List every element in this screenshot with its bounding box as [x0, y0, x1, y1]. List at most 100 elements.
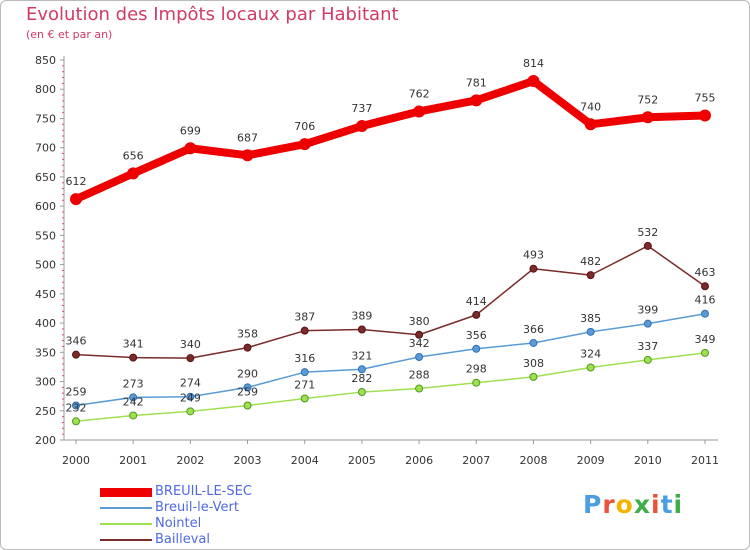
- data-point: [472, 344, 481, 353]
- data-point: [701, 282, 709, 291]
- x-tick-label: 2011: [691, 454, 719, 467]
- data-label: 416: [695, 294, 716, 307]
- data-point: [470, 94, 483, 107]
- data-point: [300, 394, 309, 403]
- data-label: 356: [466, 329, 487, 342]
- data-label: 290: [237, 367, 258, 380]
- y-tick-label: 800: [35, 83, 56, 96]
- data-label: 387: [294, 311, 315, 324]
- data-label: 358: [237, 328, 258, 341]
- data-label: 463: [695, 266, 716, 279]
- series-line-breuil-le-vert: [75, 312, 706, 407]
- y-tick-label: 550: [35, 229, 56, 242]
- data-point: [298, 138, 311, 151]
- data-point: [357, 388, 366, 397]
- x-tick-label: 2007: [462, 454, 490, 467]
- data-point: [699, 109, 711, 122]
- data-label: 482: [580, 255, 601, 268]
- data-point: [243, 343, 252, 352]
- y-tick-label: 750: [35, 112, 56, 125]
- data-point: [300, 326, 309, 335]
- y-tick-label: 600: [35, 200, 56, 213]
- data-point: [584, 118, 597, 131]
- data-point: [586, 363, 595, 372]
- data-label: 273: [123, 377, 144, 390]
- data-label: 271: [294, 378, 315, 391]
- data-point: [472, 378, 481, 387]
- data-point: [529, 372, 538, 381]
- axes: 200 250 300 350 400 450 500 550 600 650 700 750 800 8…: [35, 54, 719, 467]
- data-label: 249: [180, 391, 201, 404]
- y-tick-label: 250: [35, 405, 56, 418]
- x-tick-label: 2003: [234, 454, 262, 467]
- data-point: [529, 264, 538, 273]
- data-point: [241, 149, 254, 162]
- data-label: 389: [351, 310, 372, 323]
- chart-subtitle: (en € et par an): [26, 28, 113, 41]
- data-label: 814: [523, 57, 544, 70]
- data-label: 341: [123, 338, 144, 351]
- data-point: [129, 353, 138, 362]
- data-point: [357, 325, 366, 334]
- data-label: 399: [637, 304, 658, 317]
- data-label: 298: [466, 363, 487, 376]
- data-point: [641, 111, 654, 124]
- x-tick-label: 2006: [405, 454, 433, 467]
- series-lines: [70, 75, 711, 426]
- data-label: 752: [637, 93, 658, 106]
- data-label: 232: [66, 401, 87, 414]
- data-label: 380: [409, 315, 430, 328]
- data-point: [643, 241, 652, 250]
- data-point: [186, 392, 195, 401]
- data-label: 324: [580, 348, 601, 361]
- data-point: [643, 319, 652, 328]
- data-label: 316: [294, 352, 315, 365]
- legend-swatch: [100, 487, 152, 497]
- data-point: [70, 193, 82, 206]
- legend-swatch: [100, 507, 152, 509]
- data-label: 414: [466, 295, 487, 308]
- x-tick-label: 2001: [119, 454, 147, 467]
- data-label: 532: [637, 226, 658, 239]
- y-tick-label: 300: [35, 376, 56, 389]
- logo-letter: t: [660, 490, 674, 519]
- data-labels: 346 341 340 358 387 389 380 414 493 482 532 463 232 2…: [66, 57, 716, 414]
- data-point: [72, 401, 80, 410]
- chart-title: Evolution des Impôts locaux par Habitant: [26, 4, 399, 25]
- data-point: [357, 365, 366, 374]
- data-point: [701, 348, 709, 357]
- data-point: [415, 352, 424, 361]
- data-point: [413, 105, 426, 118]
- data-label: 349: [695, 333, 716, 346]
- logo-letter: P: [583, 490, 603, 519]
- data-point: [415, 330, 424, 339]
- data-point: [355, 120, 368, 133]
- data-label: 737: [351, 102, 372, 115]
- legend-label: Bailleval: [155, 532, 210, 547]
- x-tick-label: 2002: [176, 454, 204, 467]
- data-point: [472, 310, 481, 319]
- data-label: 740: [580, 100, 601, 113]
- data-label: 612: [66, 175, 87, 188]
- legend-label: Nointel: [155, 516, 202, 531]
- data-label: 366: [523, 323, 544, 336]
- x-tick-label: 2004: [291, 454, 319, 467]
- proxiti-logo: Proxiti: [583, 490, 683, 519]
- x-tick-label: 2008: [519, 454, 547, 467]
- data-label: 242: [123, 395, 144, 408]
- series-line-bailleval: [75, 245, 706, 359]
- data-point: [643, 355, 652, 364]
- x-tick-label: 2005: [348, 454, 376, 467]
- data-label: 706: [294, 120, 315, 133]
- y-tick-label: 450: [35, 288, 56, 301]
- data-label: 687: [237, 131, 258, 144]
- logo-letter: i: [673, 490, 684, 519]
- data-label: 340: [180, 338, 201, 351]
- data-point: [701, 309, 709, 318]
- data-label: 755: [695, 92, 716, 105]
- x-tick-label: 2009: [577, 454, 605, 467]
- data-label: 274: [180, 377, 201, 390]
- data-label: 308: [523, 357, 544, 370]
